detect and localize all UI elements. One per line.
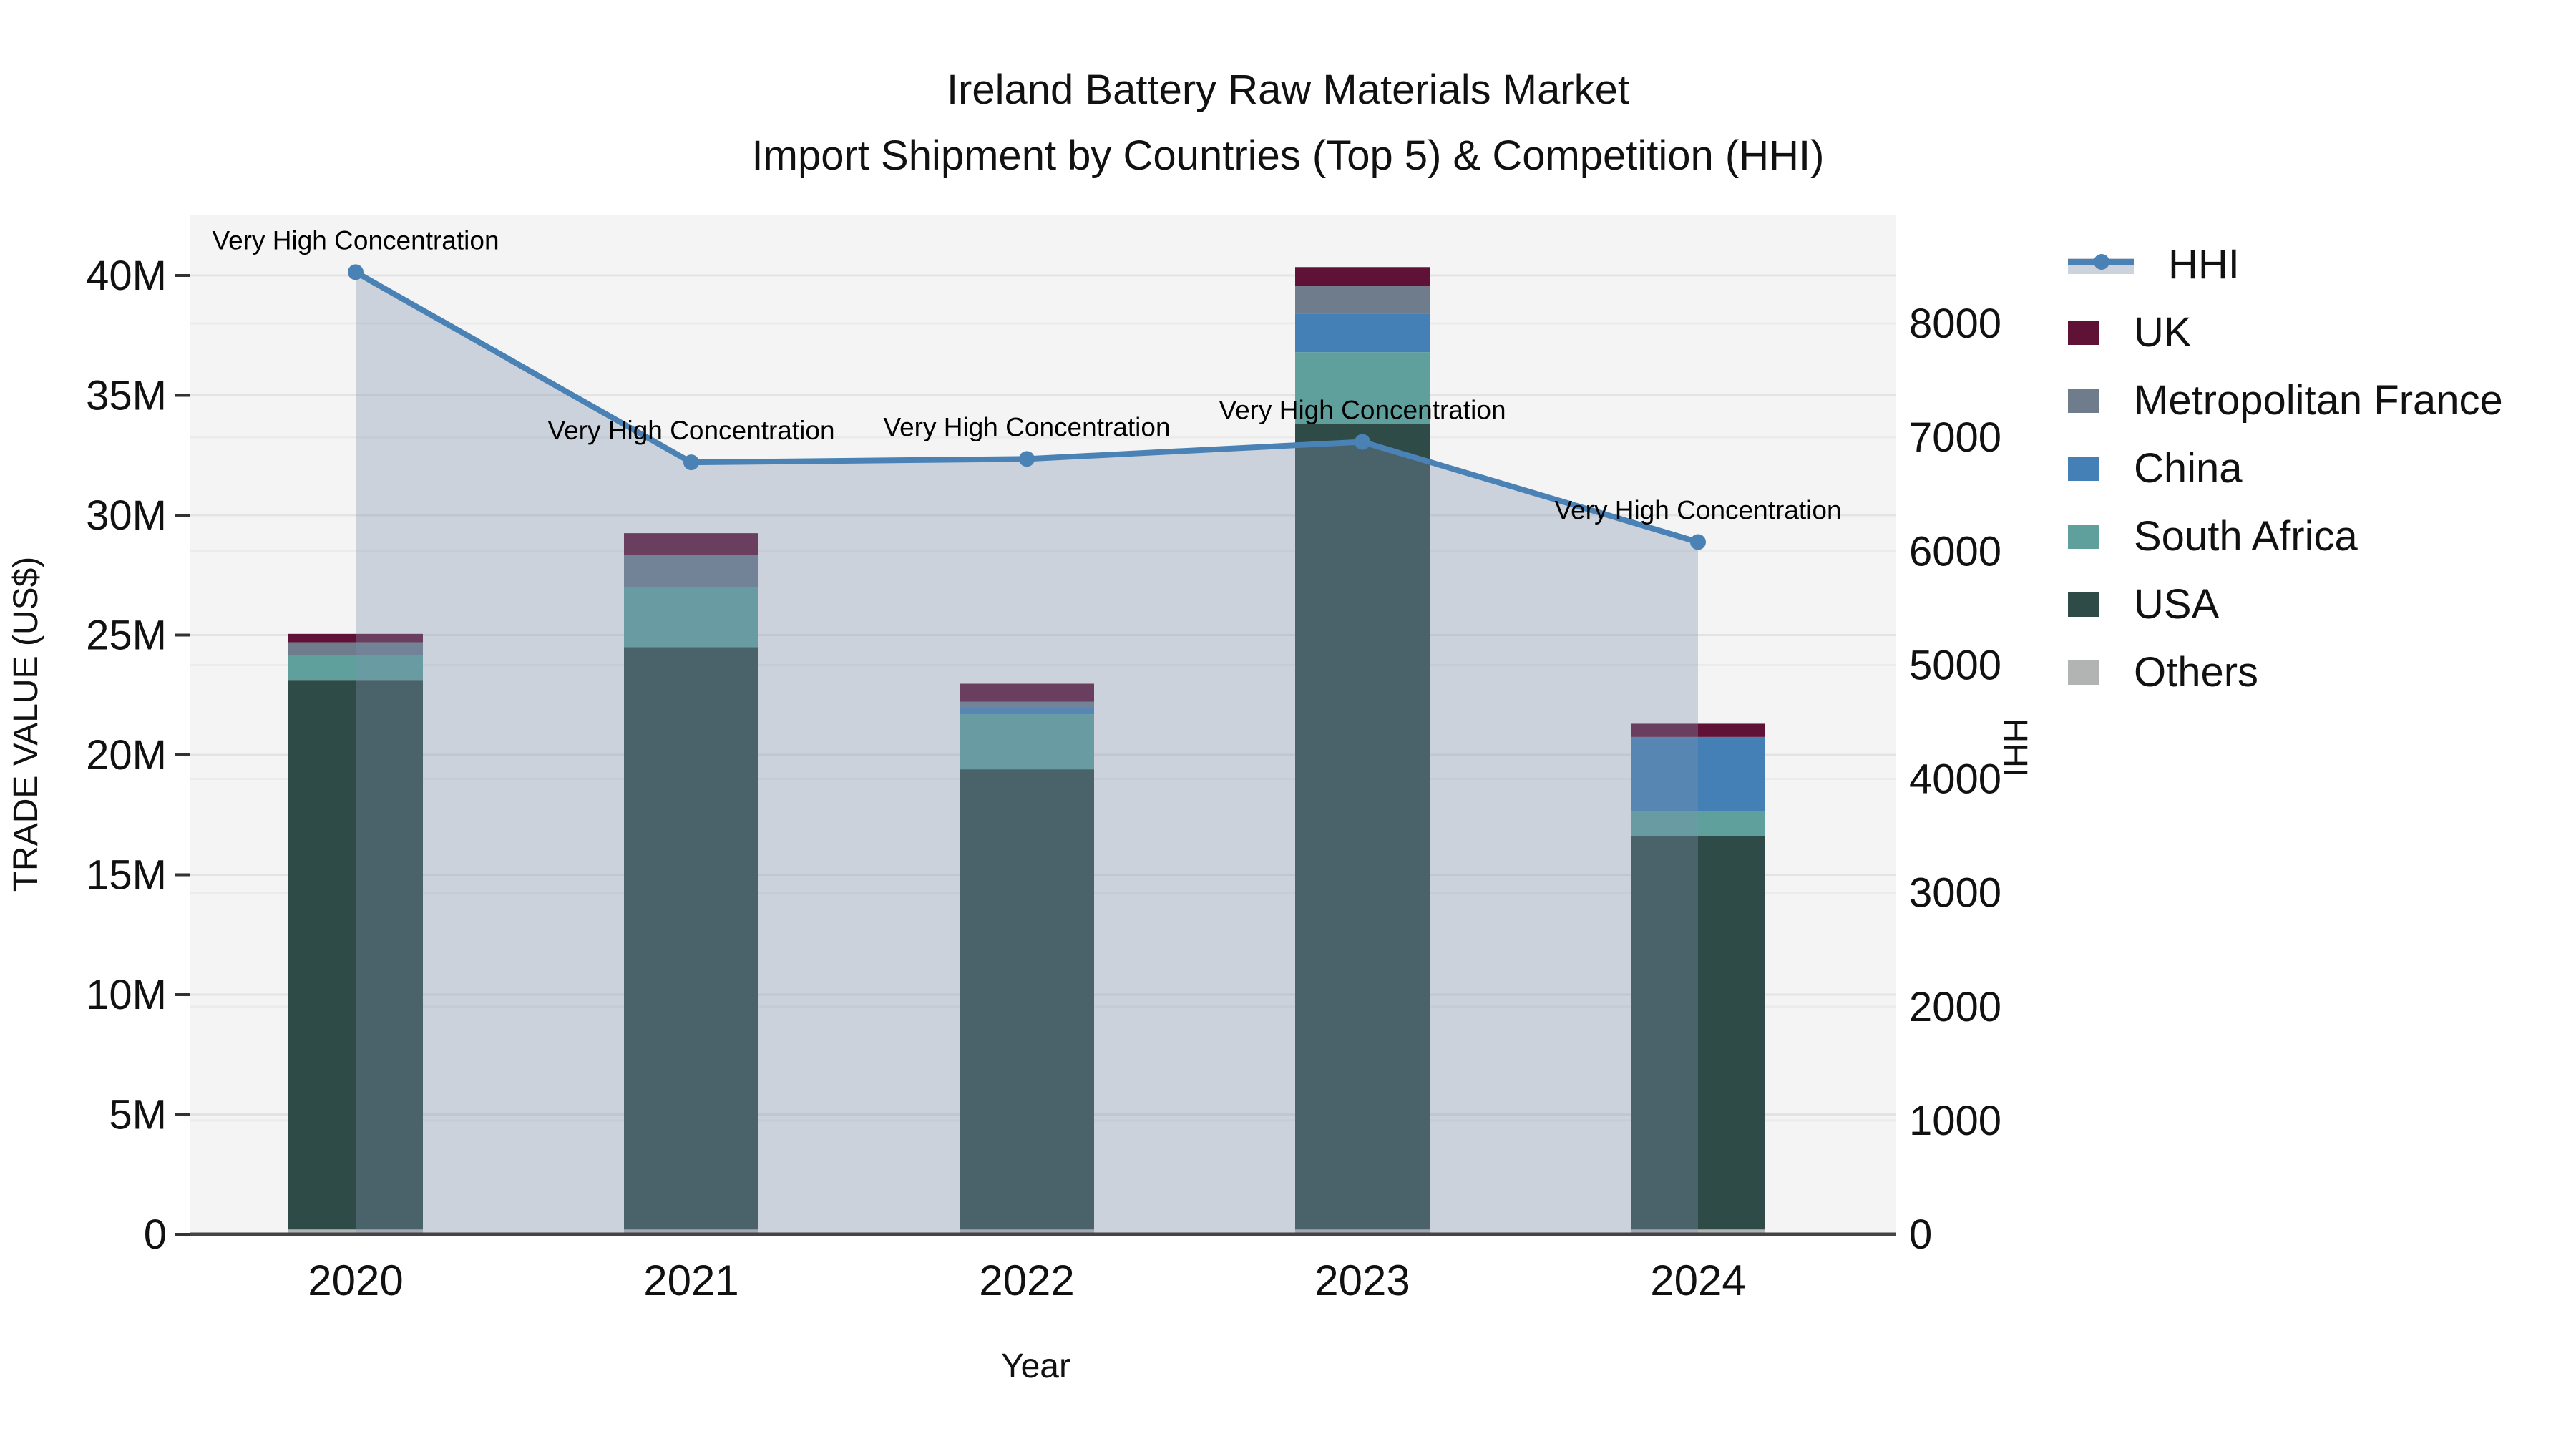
left-tick-label: 0 bbox=[144, 1211, 167, 1258]
bar-segment-uk-2022 bbox=[960, 683, 1094, 702]
bar-segment-usa-2024 bbox=[1631, 836, 1765, 1230]
legend-swatch-usa bbox=[2068, 592, 2099, 617]
legend-label-usa: USA bbox=[2134, 581, 2220, 628]
left-tick-label: 20M bbox=[86, 732, 167, 779]
bar-segment-others-2020 bbox=[288, 1229, 423, 1234]
y-right-axis-title: HHI bbox=[1996, 718, 2034, 778]
legend-swatch-others bbox=[2068, 660, 2099, 685]
chart-title-line2: Import Shipment by Countries (Top 5) & C… bbox=[751, 132, 1825, 179]
right-tick-label: 4000 bbox=[1909, 756, 2001, 803]
bar-segment-usa-2020 bbox=[288, 680, 423, 1230]
annotation-2024: Very High Concentration bbox=[1554, 496, 1841, 525]
left-tick-label: 40M bbox=[86, 253, 167, 299]
bar-segment-metropolitan-france-2022 bbox=[960, 701, 1094, 708]
legend: HHI UK Metropolitan France China South Afric… bbox=[2068, 230, 2503, 706]
legend-label-metropolitan-france: Metropolitan France bbox=[2134, 377, 2503, 424]
left-tick-label: 5M bbox=[109, 1092, 167, 1138]
x-tick-label-2023: 2023 bbox=[1314, 1257, 1410, 1304]
hhi-line-sample-icon bbox=[2068, 248, 2134, 281]
legend-label-china: China bbox=[2134, 445, 2243, 492]
bar-segment-south-africa-2023 bbox=[1295, 352, 1430, 424]
x-tick-label-2021: 2021 bbox=[643, 1257, 738, 1304]
bar-segment-others-2022 bbox=[960, 1229, 1094, 1234]
bar-segment-south-africa-2021 bbox=[624, 587, 758, 648]
right-tick-label: 7000 bbox=[1909, 414, 2001, 461]
legend-swatch-metropolitan-france bbox=[2068, 388, 2099, 413]
bar-segment-metropolitan-france-2023 bbox=[1295, 286, 1430, 314]
bar-segment-others-2021 bbox=[624, 1229, 758, 1234]
chart-title: Ireland Battery Raw Materials Market Imp… bbox=[0, 57, 2576, 189]
bar-segment-usa-2023 bbox=[1295, 424, 1430, 1230]
bar-segment-uk-2023 bbox=[1295, 267, 1430, 287]
bar-segment-metropolitan-france-2020 bbox=[288, 642, 423, 655]
hhi-dot-2020 bbox=[348, 264, 364, 280]
bar-segment-uk-2021 bbox=[624, 533, 758, 555]
hhi-area-fill bbox=[356, 272, 1698, 1234]
legend-item-usa[interactable]: USA bbox=[2068, 570, 2503, 638]
hhi-dot-2023 bbox=[1355, 434, 1370, 450]
right-tick-label: 8000 bbox=[1909, 301, 2001, 347]
left-tick-label: 10M bbox=[86, 972, 167, 1018]
legend-swatch-south-africa bbox=[2068, 524, 2099, 549]
legend-item-hhi[interactable]: HHI bbox=[2068, 230, 2503, 298]
left-tick-label: 15M bbox=[86, 852, 167, 899]
hhi-dot-2022 bbox=[1019, 451, 1035, 467]
left-tick-label: 30M bbox=[86, 492, 167, 539]
right-tick-label: 0 bbox=[1909, 1211, 1932, 1258]
annotation-2022: Very High Concentration bbox=[883, 412, 1170, 441]
legend-label-hhi: HHI bbox=[2168, 241, 2240, 288]
right-tick-label: 3000 bbox=[1909, 870, 2001, 917]
hhi-dot-2021 bbox=[683, 454, 699, 471]
bar-segment-south-africa-2020 bbox=[288, 655, 423, 681]
legend-item-others[interactable]: Others bbox=[2068, 638, 2503, 706]
annotation-2021: Very High Concentration bbox=[547, 416, 834, 445]
annotation-2023: Very High Concentration bbox=[1219, 395, 1506, 424]
hhi-dot-2024 bbox=[1690, 534, 1706, 550]
left-tick-label: 35M bbox=[86, 373, 167, 419]
bar-segment-usa-2021 bbox=[624, 647, 758, 1230]
bar-segment-uk-2024 bbox=[1631, 723, 1765, 737]
legend-item-china[interactable]: China bbox=[2068, 434, 2503, 502]
bar-segment-south-africa-2022 bbox=[960, 714, 1094, 770]
legend-label-south-africa: South Africa bbox=[2134, 513, 2358, 560]
legend-swatch-uk bbox=[2068, 320, 2099, 345]
bar-segment-south-africa-2024 bbox=[1631, 811, 1765, 836]
legend-swatch-china bbox=[2068, 456, 2099, 481]
x-tick-label-2022: 2022 bbox=[979, 1257, 1074, 1304]
right-tick-label: 5000 bbox=[1909, 642, 2001, 688]
right-tick-label: 1000 bbox=[1909, 1098, 2001, 1144]
bar-segment-others-2023 bbox=[1295, 1229, 1430, 1234]
chart-title-line1: Ireland Battery Raw Materials Market bbox=[946, 67, 1630, 113]
legend-item-uk[interactable]: UK bbox=[2068, 298, 2503, 366]
bar-segment-china-2022 bbox=[960, 708, 1094, 715]
bar-segment-others-2024 bbox=[1631, 1229, 1765, 1234]
x-axis-title: Year bbox=[1001, 1347, 1070, 1385]
x-tick-label-2020: 2020 bbox=[308, 1257, 403, 1304]
bar-segment-metropolitan-france-2021 bbox=[624, 555, 758, 587]
legend-item-metropolitan-france[interactable]: Metropolitan France bbox=[2068, 366, 2503, 434]
legend-label-uk: UK bbox=[2134, 309, 2192, 356]
right-tick-label: 2000 bbox=[1909, 984, 2001, 1030]
bar-segment-usa-2022 bbox=[960, 769, 1094, 1230]
x-tick-label-2024: 2024 bbox=[1650, 1257, 1745, 1304]
y-left-axis-title: TRADE VALUE (US$) bbox=[7, 557, 45, 892]
bar-segment-uk-2020 bbox=[288, 633, 423, 643]
bar-segment-china-2024 bbox=[1631, 736, 1765, 811]
legend-item-south-africa[interactable]: South Africa bbox=[2068, 502, 2503, 570]
legend-label-others: Others bbox=[2134, 649, 2259, 696]
annotation-2020: Very High Concentration bbox=[212, 225, 499, 255]
right-tick-label: 6000 bbox=[1909, 528, 2001, 575]
left-tick-label: 25M bbox=[86, 613, 167, 659]
bar-segment-china-2023 bbox=[1295, 313, 1430, 353]
